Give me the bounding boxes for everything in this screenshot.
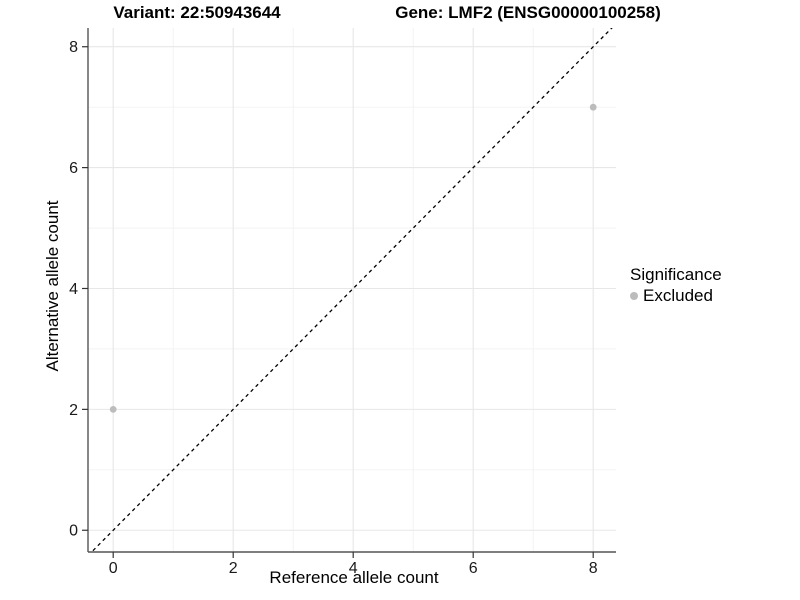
y-axis-label: Alternative allele count bbox=[43, 200, 62, 372]
excluded-swatch-icon bbox=[630, 291, 638, 300]
plot-title-variant: Variant: 22:50943644 bbox=[113, 3, 281, 22]
data-point bbox=[589, 103, 597, 111]
legend-title: Significance bbox=[630, 265, 722, 284]
legend-item-excluded: Excluded bbox=[630, 285, 722, 306]
data-point bbox=[109, 405, 117, 413]
x-tick-label: 0 bbox=[109, 560, 118, 577]
legend-item-label: Excluded bbox=[643, 286, 713, 305]
y-tick-label: 0 bbox=[69, 523, 78, 540]
x-tick-label: 2 bbox=[229, 560, 238, 577]
identity-line bbox=[90, 28, 613, 552]
x-tick-label: 4 bbox=[349, 560, 358, 577]
x-axis-label: Reference allele count bbox=[269, 568, 439, 587]
y-tick-label: 6 bbox=[69, 160, 78, 177]
y-tick-label: 8 bbox=[69, 39, 78, 56]
x-tick-label: 8 bbox=[589, 560, 598, 577]
y-tick-label: 4 bbox=[69, 281, 78, 298]
plot-title-gene: Gene: LMF2 (ENSG00000100258) bbox=[395, 3, 661, 22]
y-tick-label: 2 bbox=[69, 402, 78, 419]
legend: Significance Excluded bbox=[630, 264, 722, 306]
x-tick-label: 6 bbox=[469, 560, 478, 577]
